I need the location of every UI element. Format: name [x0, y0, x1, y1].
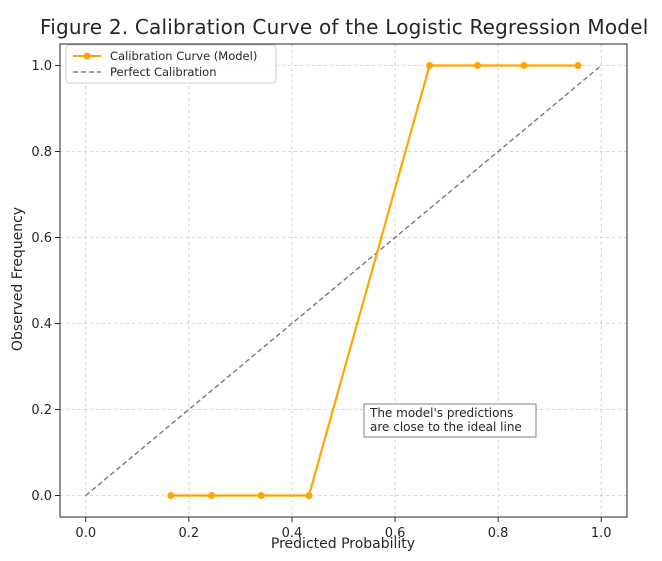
y-tick-label: 0.2 [31, 403, 52, 418]
legend: Calibration Curve (Model) Perfect Calibr… [65, 44, 277, 84]
legend-label-perfect-calibration: Perfect Calibration [110, 65, 217, 79]
legend-label-calibration-curve: Calibration Curve (Model) [110, 49, 257, 63]
x-tick-label: 1.0 [591, 526, 612, 541]
calibration-curve-layer [167, 62, 582, 499]
x-axis-label: Predicted Probability [271, 536, 415, 552]
annotation-line-1: The model's predictions [369, 406, 513, 420]
calibration-curve-point [474, 62, 482, 69]
annotation-line-2: are close to the ideal line [370, 420, 522, 434]
x-tick-label: 0.6 [385, 526, 406, 541]
y-axis-label: Observed Frequency [10, 207, 26, 351]
x-tick-label: 0.8 [488, 526, 509, 541]
y-tick-label: 0.4 [31, 317, 52, 332]
x-tick-label: 0.4 [282, 526, 303, 541]
calibration-curve-point [167, 492, 175, 499]
legend-marker-calibration-curve [83, 52, 91, 60]
y-tick-label: 0.6 [31, 231, 52, 246]
y-tick-label: 1.0 [31, 59, 52, 74]
calibration-curve-line [170, 64, 579, 497]
y-tick-label: 0.0 [31, 489, 52, 504]
x-axis-ticks: 0.0 0.2 0.4 0.6 0.8 1.0 [75, 517, 612, 541]
x-tick-label: 0.2 [179, 526, 200, 541]
x-tick-label: 0.0 [75, 526, 96, 541]
legend-box [65, 44, 277, 84]
calibration-curve-point [520, 62, 528, 69]
calibration-curve-point [574, 62, 582, 69]
calibration-curve-point [208, 492, 216, 499]
chart-title: Figure 2. Calibration Curve of the Logis… [40, 15, 648, 39]
annotation-box: The model's predictions are close to the… [363, 403, 537, 438]
plot-area-frame [59, 43, 628, 518]
y-tick-label: 0.8 [31, 145, 52, 160]
calibration-curve-point [426, 62, 434, 69]
annotation-frame [363, 403, 537, 438]
calibration-curve-point [257, 492, 265, 499]
y-axis-ticks: 0.0 0.2 0.4 0.6 0.8 1.0 [31, 59, 60, 504]
grid-lines [60, 44, 627, 517]
calibration-curve-point [305, 492, 313, 499]
